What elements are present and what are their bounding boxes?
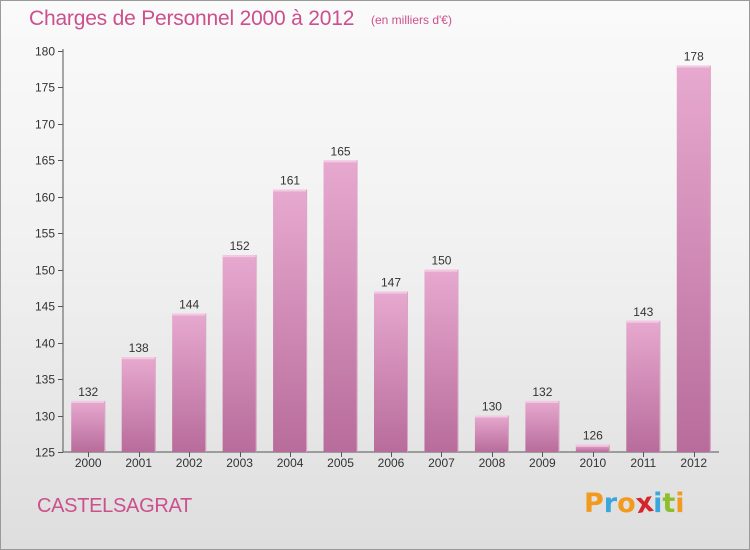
bar-highlight: [424, 269, 459, 272]
y-tick-label: 160: [35, 191, 55, 205]
x-tick-label: 2007: [428, 456, 455, 470]
value-label: 178: [684, 50, 704, 64]
value-label: 138: [129, 341, 149, 355]
value-label: 130: [482, 400, 502, 414]
value-label: 147: [381, 276, 401, 290]
bar-highlight: [676, 65, 711, 68]
location-name: CASTELSAGRAT: [37, 495, 192, 517]
x-tick-label: 2002: [176, 456, 203, 470]
value-label: 132: [532, 385, 552, 399]
bar: [525, 400, 560, 452]
chart-subtitle: (en milliers d'€): [371, 13, 452, 27]
x-tick-label: 2012: [680, 456, 707, 470]
logo-letter: r: [603, 488, 618, 519]
bar: [172, 313, 207, 452]
bar: [374, 291, 408, 452]
value-label: 152: [230, 239, 250, 253]
bar: [121, 357, 156, 452]
value-label: 165: [331, 144, 351, 158]
value-label: 144: [179, 297, 199, 311]
bar-highlight: [626, 320, 661, 323]
bar-highlight: [121, 357, 156, 360]
chart-title: Charges de Personnel 2000 à 2012: [29, 7, 355, 30]
bar-highlight: [222, 255, 257, 258]
y-tick-label: 165: [35, 154, 55, 168]
logo-letter: i: [653, 488, 663, 519]
bar-highlight: [323, 160, 358, 163]
bar-highlight: [374, 291, 408, 294]
value-label: 132: [78, 385, 98, 399]
x-tick-label: 2011: [630, 456, 656, 470]
bar: [575, 444, 610, 452]
bar-highlight: [525, 400, 560, 403]
x-tick-label: 2010: [579, 456, 606, 470]
bar-highlight: [474, 415, 509, 418]
y-tick-label: 130: [35, 410, 55, 424]
value-label: 161: [280, 174, 300, 188]
x-tick-label: 2003: [226, 456, 253, 470]
y-tick-label: 150: [35, 264, 55, 278]
bar: [424, 269, 459, 452]
value-label: 126: [583, 429, 603, 443]
bar-highlight: [575, 444, 610, 447]
value-label: 143: [633, 305, 653, 319]
x-tick-label: 2009: [529, 456, 556, 470]
y-tick-label: 125: [35, 446, 55, 460]
logo-letter: i: [675, 488, 685, 519]
x-tick-label: 2000: [75, 456, 102, 470]
bar: [676, 65, 711, 452]
bar: [222, 255, 257, 452]
y-tick-label: 140: [35, 337, 55, 351]
value-labels: 132 138 144 152 161 165 147 150 130 132 126 143 178: [78, 50, 704, 443]
x-tick-label: 2006: [378, 456, 405, 470]
bar-highlight: [273, 189, 308, 192]
bar-highlight: [172, 313, 207, 316]
logo-letter: t: [662, 488, 676, 519]
value-label: 150: [431, 254, 451, 268]
x-tick-label: 2005: [327, 456, 354, 470]
y-tick-label: 135: [35, 373, 55, 387]
bar: [626, 320, 661, 452]
y-tick-label: 175: [35, 81, 55, 95]
proxiti-logo[interactable]: Proxiti: [584, 486, 685, 521]
logo-letter: o: [617, 488, 636, 519]
bar: [323, 160, 358, 452]
logo-letter: x: [633, 486, 656, 521]
x-tick-label: 2004: [277, 456, 304, 470]
bars: [71, 65, 711, 452]
y-tick-label: 180: [35, 45, 55, 59]
y-tick-label: 155: [35, 227, 55, 241]
bar: [71, 400, 106, 452]
y-tick-label: 145: [35, 300, 55, 314]
bar: [474, 415, 509, 452]
x-tick-label: 2008: [479, 456, 506, 470]
y-tick-label: 170: [35, 118, 55, 132]
bar: [273, 189, 308, 452]
bar-highlight: [71, 400, 106, 403]
x-tick-label: 2001: [125, 456, 152, 470]
logo-letter: P: [584, 488, 604, 519]
